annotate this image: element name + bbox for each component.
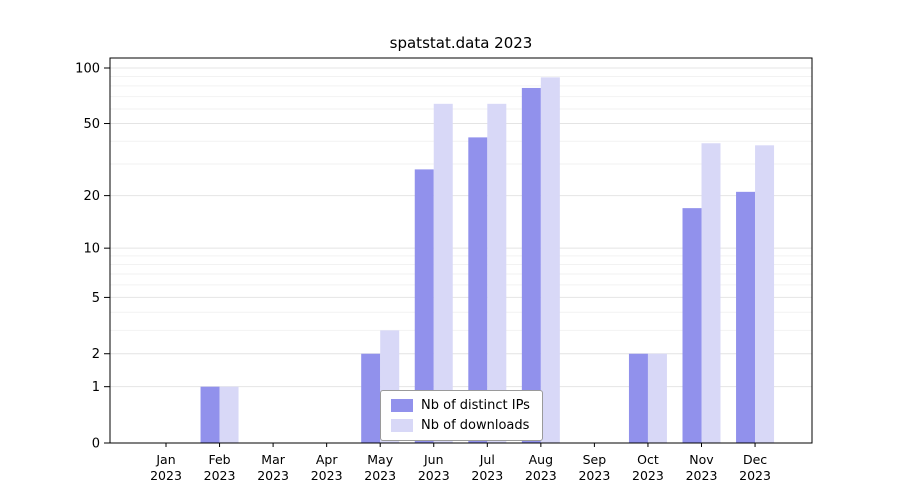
x-tick-label-month: Feb	[208, 452, 230, 467]
y-tick-label: 50	[83, 117, 100, 132]
bar-nov-downloads	[701, 143, 721, 443]
legend-item-downloads: Nb of downloads	[391, 418, 530, 433]
x-tick-label-month: Mar	[261, 452, 285, 467]
bar-dec-downloads	[755, 145, 775, 443]
bar-nov-distinct-ips	[682, 208, 702, 443]
legend-label-distinct-ips: Nb of distinct IPs	[421, 398, 530, 413]
x-tick-label-year: 2023	[204, 468, 236, 483]
bar-may-distinct-ips	[361, 353, 381, 443]
bar-jul-distinct-ips	[468, 137, 488, 443]
y-tick-label: 2	[92, 347, 100, 362]
x-tick-label-month: Jun	[423, 452, 444, 467]
legend-label-downloads: Nb of downloads	[421, 418, 530, 433]
bar-aug-distinct-ips	[521, 87, 541, 444]
x-tick-label-month: Dec	[743, 452, 767, 467]
x-tick-label-month: Aug	[529, 452, 553, 467]
x-tick-label-year: 2023	[525, 468, 557, 483]
bar-dec-distinct-ips	[736, 191, 756, 443]
x-tick-label-month: Jan	[155, 452, 175, 467]
chart-legend: Nb of distinct IPs Nb of downloads	[380, 390, 543, 441]
x-tick-label-year: 2023	[364, 468, 396, 483]
x-tick-label-year: 2023	[739, 468, 771, 483]
bar-aug-downloads	[540, 77, 560, 444]
x-tick-label-month: Sep	[583, 452, 607, 467]
x-tick-label-month: Oct	[637, 452, 659, 467]
x-tick-label-year: 2023	[257, 468, 289, 483]
bar-jun-downloads	[433, 103, 453, 444]
x-tick-label-month: May	[367, 452, 393, 467]
legend-swatch-downloads	[391, 419, 413, 432]
x-tick-label-year: 2023	[150, 468, 182, 483]
x-tick-label-year: 2023	[632, 468, 664, 483]
x-tick-label-year: 2023	[471, 468, 503, 483]
x-tick-label-month: Jul	[479, 452, 495, 467]
bar-jun-distinct-ips	[414, 169, 434, 444]
x-tick-label-year: 2023	[418, 468, 450, 483]
bar-oct-downloads	[647, 353, 667, 443]
x-tick-label-year: 2023	[311, 468, 343, 483]
y-tick-label: 100	[75, 62, 100, 77]
x-tick-label-year: 2023	[578, 468, 610, 483]
y-tick-label: 1	[92, 380, 100, 395]
bar-feb-distinct-ips	[200, 386, 220, 443]
plot-border	[109, 57, 813, 444]
legend-swatch-distinct-ips	[391, 399, 413, 412]
y-tick-label: 10	[83, 242, 100, 257]
x-tick-label-month: Apr	[316, 452, 338, 467]
legend-item-distinct-ips: Nb of distinct IPs	[391, 398, 530, 413]
x-tick-label-year: 2023	[686, 468, 718, 483]
x-tick-label-month: Nov	[689, 452, 714, 467]
chart-title: spatstat.data 2023	[389, 34, 533, 52]
bar-oct-distinct-ips	[628, 353, 648, 443]
y-tick-label: 0	[92, 437, 100, 452]
y-tick-label: 5	[92, 291, 100, 306]
bar-feb-downloads	[219, 386, 239, 443]
bar-jul-downloads	[487, 103, 507, 444]
y-tick-label: 20	[83, 189, 100, 204]
